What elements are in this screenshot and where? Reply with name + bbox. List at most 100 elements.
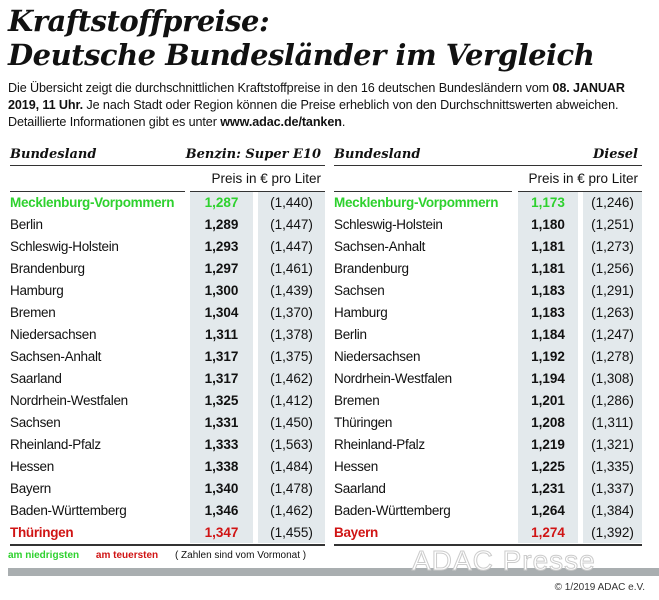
previous-price: (1,455) <box>270 525 313 540</box>
previous-price: (1,375) <box>270 349 313 364</box>
unit-label: Preis in € pro Liter <box>211 171 321 186</box>
previous-price: (1,256) <box>591 261 634 276</box>
prev-column-bg <box>583 192 642 543</box>
unit-header: Preis in € pro Liter <box>334 166 642 192</box>
current-price: 1,201 <box>531 393 565 408</box>
benzin-table: Bundesland Benzin: Super E10 Preis in € pr… <box>10 144 325 546</box>
table-row: Baden-Württemberg 1,264 (1,384) <box>334 500 642 522</box>
table-row: Brandenburg 1,181 (1,256) <box>334 258 642 280</box>
divider <box>10 544 325 546</box>
state-name: Mecklenburg-Vorpommern <box>334 195 499 210</box>
legend: am niedrigsten am teuersten ( Zahlen sin… <box>8 550 320 562</box>
copyright: © 1/2019 ADAC e.V. <box>554 582 645 593</box>
current-price: 1,317 <box>204 371 239 386</box>
previous-price: (1,311) <box>591 415 634 430</box>
table-row: Saarland 1,231 (1,337) <box>334 478 642 500</box>
state-name: Bremen <box>334 393 380 408</box>
table-row: Saarland 1,317 (1,462) <box>10 368 325 390</box>
table-row: Hessen 1,225 (1,335) <box>334 456 642 478</box>
current-price: 1,325 <box>204 393 239 408</box>
state-name: Niedersachsen <box>10 327 97 342</box>
previous-price: (1,447) <box>270 217 313 232</box>
current-price: 1,317 <box>204 349 239 364</box>
table-row: Bremen 1,304 (1,370) <box>10 302 325 324</box>
state-name: Bayern <box>10 481 51 496</box>
table-row: Sachsen-Anhalt 1,181 (1,273) <box>334 236 642 258</box>
table-row: Berlin 1,289 (1,447) <box>10 214 325 236</box>
table-row: Niedersachsen 1,311 (1,378) <box>10 324 325 346</box>
current-price: 1,264 <box>531 503 565 518</box>
previous-price: (1,247) <box>591 327 634 342</box>
state-name: Sachsen <box>10 415 61 430</box>
intro-part: Je nach Stadt oder Region können die Pre… <box>8 98 619 129</box>
prev-column-bg <box>258 192 325 543</box>
state-name: Baden-Württemberg <box>10 503 127 518</box>
state-name: Sachsen-Anhalt <box>10 349 102 364</box>
current-price: 1,300 <box>204 283 239 298</box>
title-line-1: Kraftstoffpreise: <box>8 4 270 38</box>
current-price: 1,231 <box>531 481 565 496</box>
table-row: Baden-Württemberg 1,346 (1,462) <box>10 500 325 522</box>
state-name: Schleswig-Holstein <box>334 217 443 232</box>
current-price: 1,340 <box>204 481 239 496</box>
previous-price: (1,439) <box>270 283 313 298</box>
previous-price: (1,462) <box>270 371 313 386</box>
table-row: Berlin 1,184 (1,247) <box>334 324 642 346</box>
current-price: 1,289 <box>204 217 239 232</box>
previous-price: (1,484) <box>270 459 313 474</box>
state-name: Nordrhein-Westfalen <box>10 393 128 408</box>
table-row: Nordrhein-Westfalen 1,194 (1,308) <box>334 368 642 390</box>
current-price: 1,183 <box>531 283 565 298</box>
legend-low: am niedrigsten <box>8 550 80 561</box>
legend-high: am teuersten <box>95 550 159 561</box>
divider <box>334 190 512 192</box>
previous-price: (1,378) <box>270 327 313 342</box>
current-price: 1,347 <box>204 525 239 540</box>
previous-price: (1,278) <box>591 349 634 364</box>
table-row: Hamburg 1,300 (1,439) <box>10 280 325 302</box>
divider <box>10 190 185 192</box>
intro-part: Die Übersicht zeigt die durchschnittlich… <box>8 81 553 95</box>
title-line-2: Deutsche Bundesländer im Vergleich <box>8 38 595 72</box>
intro-link[interactable]: www.adac.de/tanken <box>220 115 342 129</box>
current-price: 1,194 <box>531 371 565 386</box>
table-row: Bremen 1,201 (1,286) <box>334 390 642 412</box>
previous-price: (1,337) <box>591 481 634 496</box>
table-row: Sachsen 1,331 (1,450) <box>10 412 325 434</box>
divider <box>190 190 325 192</box>
table-row: Brandenburg 1,297 (1,461) <box>10 258 325 280</box>
state-name: Hamburg <box>334 305 388 320</box>
current-price: 1,331 <box>204 415 239 430</box>
state-name: Saarland <box>10 371 62 386</box>
table-row: Sachsen-Anhalt 1,317 (1,375) <box>10 346 325 368</box>
table-row: Bayern 1,274 (1,392) <box>334 522 642 544</box>
divider <box>334 544 642 546</box>
current-price: 1,346 <box>204 503 239 518</box>
current-price: 1,184 <box>531 327 565 342</box>
table-row: Thüringen 1,347 (1,455) <box>10 522 325 544</box>
previous-price: (1,286) <box>591 393 634 408</box>
previous-price: (1,384) <box>591 503 634 518</box>
price-column-bg <box>518 192 578 543</box>
previous-price: (1,450) <box>270 415 313 430</box>
col-header-name: Bundesland <box>10 147 97 162</box>
previous-price: (1,291) <box>591 283 634 298</box>
state-name: Bayern <box>334 525 378 540</box>
diesel-table: Bundesland Diesel Preis in € pro Liter Meck… <box>334 144 642 546</box>
state-name: Thüringen <box>10 525 74 540</box>
col-header-name: Bundesland <box>334 147 421 162</box>
footer-bar <box>8 568 659 576</box>
previous-price: (1,392) <box>591 525 634 540</box>
intro-text: Die Übersicht zeigt die durchschnittlich… <box>8 80 656 131</box>
table-row: Schleswig-Holstein 1,293 (1,447) <box>10 236 325 258</box>
state-name: Rheinland-Pfalz <box>334 437 425 452</box>
previous-price: (1,321) <box>591 437 634 452</box>
state-name: Nordrhein-Westfalen <box>334 371 452 386</box>
table-header: Bundesland Diesel <box>334 144 642 166</box>
previous-price: (1,447) <box>270 239 313 254</box>
current-price: 1,293 <box>204 239 239 254</box>
watermark: ADAC Presse <box>412 545 596 576</box>
current-price: 1,173 <box>531 195 565 210</box>
current-price: 1,180 <box>531 217 565 232</box>
state-name: Brandenburg <box>334 261 409 276</box>
